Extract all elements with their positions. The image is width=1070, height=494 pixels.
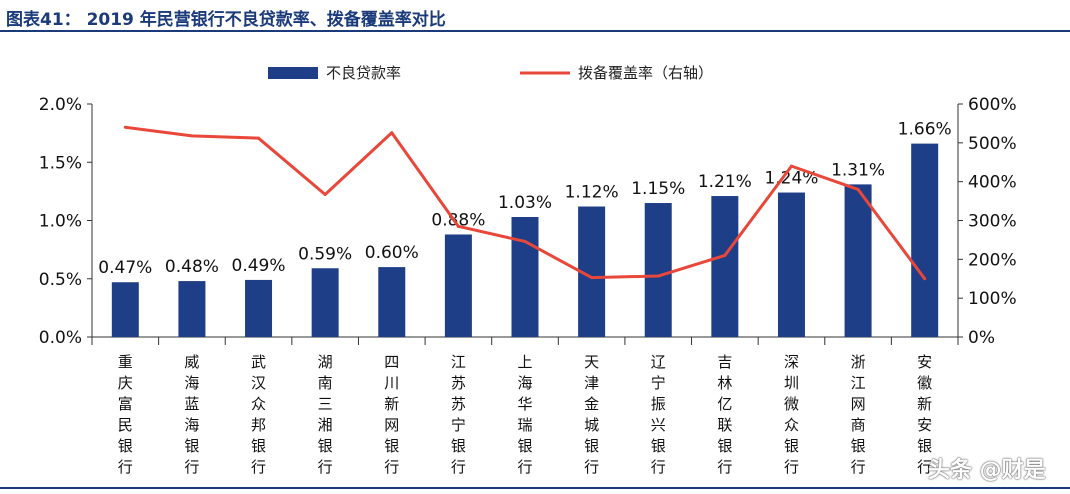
x-category-label: 深圳微众银行 <box>784 353 799 476</box>
watermark: 头条 @财是 <box>928 458 1046 483</box>
bar <box>511 217 539 337</box>
bar <box>911 143 939 337</box>
bar-data-label: 0.88% <box>431 210 485 230</box>
x-category-label: 浙江网商银行 <box>851 353 866 476</box>
x-category-label: 武汉众邦银行 <box>251 353 266 476</box>
y-right-tick-label: 600% <box>968 95 1017 115</box>
line-point <box>723 253 727 257</box>
bar-data-label: 0.48% <box>165 257 219 277</box>
bar-data-label: 1.15% <box>631 179 685 199</box>
bar-data-label: 1.66% <box>898 120 952 140</box>
x-category-label: 重庆富民银行 <box>118 353 133 476</box>
x-category-label: 四川新网银行 <box>384 353 399 476</box>
bar-data-label: 1.21% <box>698 172 752 192</box>
line-point <box>856 187 860 191</box>
line-point <box>390 131 394 135</box>
footer-divider <box>0 487 1070 489</box>
y-left-tick-label: 0.5% <box>39 270 82 290</box>
bar <box>777 192 805 337</box>
x-category-label: 安徽新安银行 <box>917 353 932 476</box>
line-point <box>456 224 460 228</box>
y-right-tick-label: 500% <box>968 134 1017 154</box>
bar-data-label: 1.03% <box>498 193 552 213</box>
legend-swatch-bar <box>268 67 318 79</box>
line-point <box>257 136 261 140</box>
x-category-label: 威海蓝海银行 <box>184 353 199 476</box>
line-point <box>323 192 327 196</box>
y-right-tick-label: 100% <box>968 289 1017 309</box>
x-category-label: 江苏苏宁银行 <box>451 353 466 476</box>
y-right-tick-label: 400% <box>968 173 1017 193</box>
chart: 不良贷款率 拨备覆盖率（右轴） 0.0% 0.5% 1.0% 1.5% 2.0% 0% 100%… <box>39 64 1017 476</box>
y-left-tick-label: 1.5% <box>39 153 82 173</box>
x-category-label: 湖南三湘银行 <box>318 353 333 476</box>
line-point <box>523 239 527 243</box>
bar <box>844 184 872 337</box>
bar <box>245 279 273 337</box>
bar-data-label: 1.12% <box>565 183 619 203</box>
line-point <box>123 125 127 129</box>
bar <box>178 281 206 337</box>
y-left-tick-label: 2.0% <box>39 95 82 115</box>
y-right-tick-label: 200% <box>968 250 1017 270</box>
y-right-tick-label: 300% <box>968 212 1017 232</box>
bar <box>444 234 472 337</box>
x-category-label: 吉林亿联银行 <box>717 353 732 476</box>
bar-data-label: 0.60% <box>365 243 419 263</box>
title-bar: 图表41： 2019 年民营银行不良贷款率、拨备覆盖率对比 <box>0 0 1070 32</box>
legend-label-bar: 不良贷款率 <box>326 64 401 82</box>
line-point <box>656 274 660 278</box>
line-point <box>923 277 927 281</box>
bar <box>111 282 139 337</box>
bar-data-label: 0.47% <box>98 258 152 278</box>
bar <box>644 203 672 337</box>
bar-data-label: 1.31% <box>831 160 885 180</box>
y-right-tick-label: 0% <box>968 328 995 348</box>
bar-data-label: 0.49% <box>232 256 286 276</box>
line-point <box>590 276 594 280</box>
line-point <box>789 164 793 168</box>
x-category-label: 辽宁振兴银行 <box>651 353 666 476</box>
x-category-label: 天津金城银行 <box>584 353 599 476</box>
chart-title: 图表41： 2019 年民营银行不良贷款率、拨备覆盖率对比 <box>6 10 446 30</box>
y-left-tick-label: 1.0% <box>39 212 82 232</box>
y-left-tick-label: 0.0% <box>39 328 82 348</box>
line-point <box>190 134 194 138</box>
bar-data-label: 0.59% <box>298 244 352 264</box>
bar <box>378 267 406 337</box>
legend-label-line: 拨备覆盖率（右轴） <box>578 64 713 82</box>
bar <box>711 196 739 337</box>
bar <box>311 268 339 337</box>
x-category-label: 上海华瑞银行 <box>517 353 532 476</box>
